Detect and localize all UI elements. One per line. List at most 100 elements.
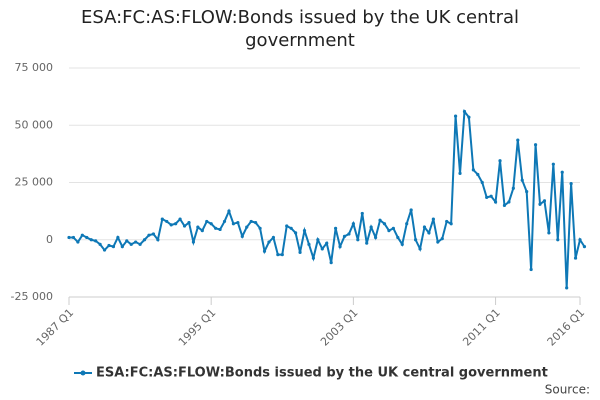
point	[138, 242, 142, 246]
point	[316, 238, 320, 242]
point	[542, 199, 547, 203]
point	[120, 245, 124, 249]
point	[218, 227, 222, 232]
point	[436, 240, 440, 244]
point	[458, 171, 462, 175]
point	[338, 245, 342, 249]
point	[467, 115, 471, 119]
point	[351, 222, 355, 226]
point	[493, 200, 498, 204]
point	[551, 162, 555, 166]
point	[520, 178, 524, 182]
point	[98, 242, 102, 246]
point	[276, 253, 280, 257]
y-tick-label: -25 000	[11, 290, 53, 303]
point	[245, 225, 249, 229]
point	[573, 256, 578, 260]
point	[329, 261, 333, 265]
point	[160, 217, 164, 221]
point	[271, 235, 275, 240]
point	[507, 200, 511, 204]
point	[227, 209, 231, 213]
point	[431, 217, 435, 221]
point	[529, 267, 533, 272]
point	[525, 190, 529, 194]
point	[325, 241, 329, 245]
point	[142, 238, 147, 242]
point	[200, 228, 204, 233]
point	[516, 138, 520, 142]
point	[249, 219, 253, 224]
point	[360, 211, 364, 216]
point	[489, 194, 493, 198]
point	[280, 253, 284, 257]
point	[169, 223, 173, 227]
point	[102, 248, 107, 252]
point	[556, 238, 560, 242]
point	[502, 203, 507, 207]
point	[205, 219, 209, 224]
point	[342, 234, 347, 238]
point	[165, 219, 169, 224]
y-tick-label: 50 000	[15, 118, 54, 131]
point	[547, 231, 551, 235]
point	[222, 219, 227, 224]
point	[578, 238, 582, 242]
point	[471, 168, 475, 172]
x-tick-label: 2016 Q1	[545, 306, 588, 349]
point	[365, 241, 369, 245]
point	[356, 238, 360, 242]
source-label: Source:	[545, 383, 590, 397]
point	[533, 143, 538, 147]
point	[262, 249, 267, 253]
point	[174, 222, 178, 226]
point	[453, 114, 458, 118]
point	[405, 222, 409, 226]
point	[400, 242, 404, 246]
point	[511, 186, 515, 190]
point	[387, 228, 391, 233]
x-tick-label: 2003 Q1	[318, 306, 361, 349]
point	[440, 237, 444, 241]
y-tick-label: 75 000	[15, 61, 54, 74]
point	[374, 235, 378, 240]
point	[320, 247, 324, 251]
chart-title: ESA:FC:AS:FLOW:Bonds issued by the UK ce…	[80, 7, 519, 51]
point	[391, 226, 395, 230]
point	[267, 240, 271, 244]
point	[94, 239, 98, 243]
point	[240, 234, 244, 238]
point	[538, 202, 542, 206]
point	[418, 247, 422, 251]
x-tick-label: 1995 Q1	[176, 306, 219, 349]
point	[107, 243, 111, 248]
point	[396, 235, 400, 240]
point	[485, 195, 489, 199]
point	[462, 109, 467, 114]
point	[67, 235, 71, 240]
point	[382, 222, 387, 226]
point	[569, 182, 573, 186]
point	[125, 239, 129, 243]
point	[294, 231, 298, 235]
x-tick-label: 2011 Q1	[460, 306, 503, 349]
point	[116, 235, 120, 240]
point	[409, 208, 413, 212]
point	[480, 180, 484, 185]
point	[298, 250, 302, 254]
legend-marker	[80, 370, 86, 376]
point	[80, 233, 84, 237]
point	[413, 238, 418, 242]
point	[347, 232, 351, 236]
point	[196, 225, 200, 229]
point	[258, 226, 262, 230]
point	[214, 226, 218, 230]
point	[498, 159, 502, 163]
series-line	[69, 108, 586, 288]
point	[147, 233, 151, 237]
point	[476, 172, 480, 177]
point	[156, 238, 160, 242]
point	[191, 240, 196, 244]
x-tick-label: 1987 Q1	[34, 306, 77, 349]
